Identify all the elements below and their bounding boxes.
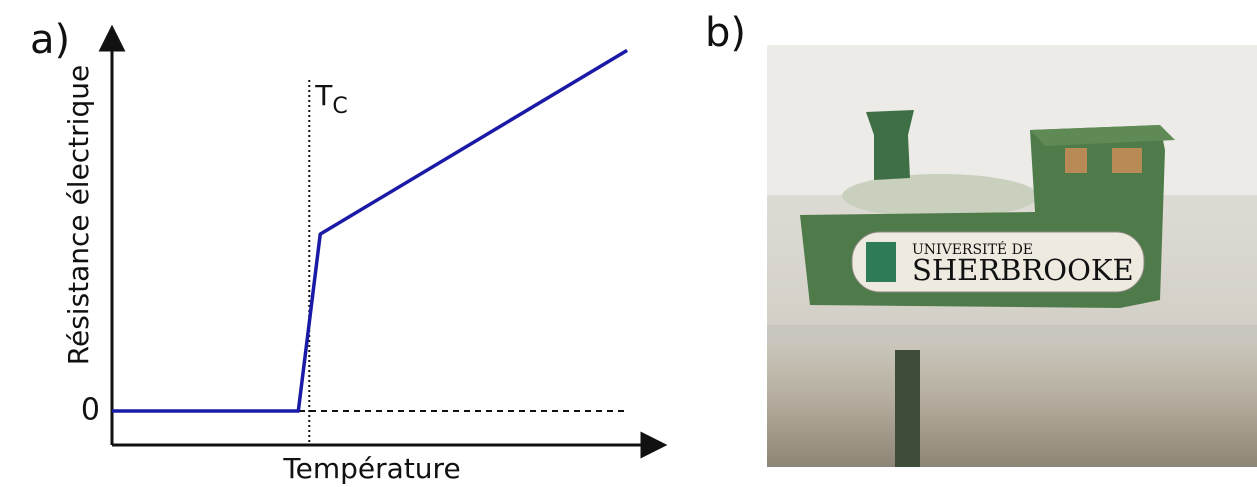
tc-label: TC (314, 79, 347, 119)
photo-window (1065, 148, 1087, 173)
photo-table-edge (767, 325, 1257, 343)
page: a) b) Résistance électrique Température … (0, 0, 1257, 487)
figure: a) b) Résistance électrique Température … (0, 0, 1257, 487)
panel-label: a) (30, 17, 70, 63)
panel-label: b) (705, 10, 746, 56)
photo-wall (767, 45, 1257, 195)
data-line (112, 50, 627, 411)
photo-disc (842, 174, 1038, 218)
chart: Résistance électrique Température 0 TC (62, 30, 662, 485)
y-tick-label: 0 (81, 392, 100, 427)
y-axis-label: Résistance électrique (62, 65, 95, 365)
tc-label-sub: C (332, 94, 347, 119)
photo: UNIVERSITÉ DE SHERBROOKE (767, 45, 1257, 467)
photo-table (767, 330, 1257, 467)
photo-logo (866, 242, 896, 282)
x-axis-label: Température (282, 452, 460, 485)
photo-text: SHERBROOKE (912, 253, 1134, 287)
photo-support (895, 350, 920, 467)
tc-label-main: T (314, 79, 333, 112)
photo-window (1112, 148, 1142, 173)
